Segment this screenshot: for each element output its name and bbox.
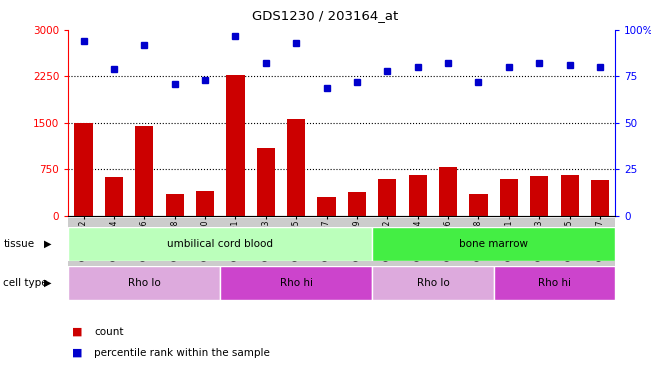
Bar [105,177,123,216]
Bar [439,167,457,216]
Bar [530,176,548,216]
Text: ▶: ▶ [44,239,52,249]
Bar [591,180,609,216]
Bar [372,266,493,300]
Text: umbilical cord blood: umbilical cord blood [167,239,273,249]
Bar [196,191,214,216]
Bar [561,176,579,216]
Bar [68,227,372,261]
Bar [68,266,220,300]
Text: count: count [94,327,124,337]
Bar [318,197,336,216]
Bar [256,148,275,216]
Bar [74,123,92,216]
Bar [469,194,488,216]
Text: percentile rank within the sample: percentile rank within the sample [94,348,270,357]
Bar [220,266,372,300]
Text: Rho hi: Rho hi [280,278,312,288]
Text: ■: ■ [72,348,82,357]
Text: bone marrow: bone marrow [459,239,528,249]
Text: ■: ■ [72,327,82,337]
Bar [372,227,615,261]
Text: tissue: tissue [3,239,35,249]
Bar [227,75,245,216]
Bar [135,126,154,216]
Text: cell type: cell type [3,278,48,288]
Bar [348,192,366,216]
Text: Rho lo: Rho lo [417,278,449,288]
Bar [378,179,396,216]
Bar [409,175,427,216]
Bar [287,119,305,216]
Text: Rho lo: Rho lo [128,278,161,288]
Bar [493,266,615,300]
Bar [500,179,518,216]
Text: GDS1230 / 203164_at: GDS1230 / 203164_at [253,9,398,22]
Text: ▶: ▶ [44,278,52,288]
Bar [165,194,184,216]
Text: Rho hi: Rho hi [538,278,571,288]
